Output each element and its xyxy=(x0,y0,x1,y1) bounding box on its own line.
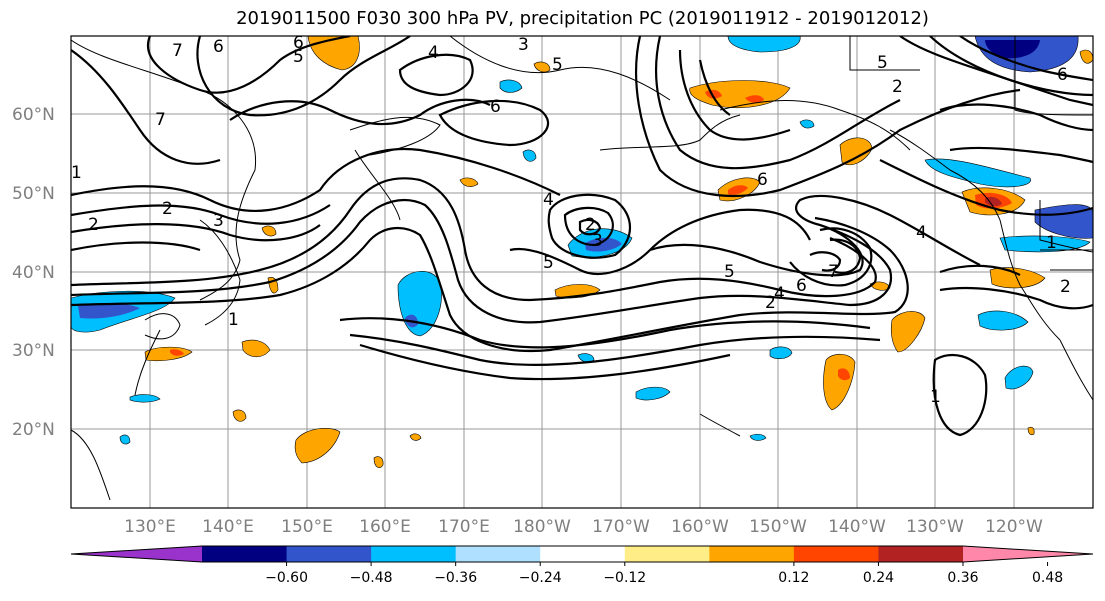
svg-text:1: 1 xyxy=(71,163,82,183)
colorbar-tick-label: −0.12 xyxy=(603,570,646,586)
svg-text:4: 4 xyxy=(774,284,785,304)
colorbar-ticks: −0.60 −0.48 −0.36 −0.24 −0.12 0.12 0.24 0.36 0.4… xyxy=(265,562,1063,586)
contour-labels: 7 6 6 5 4 3 5 6 7 2 1 2 3 1 4 2 3 5 6 4 … xyxy=(71,33,1071,407)
graticule xyxy=(71,36,1093,508)
svg-text:20°N: 20°N xyxy=(12,420,55,440)
colorbar-tick-label: 0.48 xyxy=(1032,570,1063,586)
colorbar-tick-label: −0.60 xyxy=(265,570,308,586)
svg-text:6: 6 xyxy=(796,276,807,296)
svg-text:6: 6 xyxy=(1057,65,1068,85)
svg-text:2: 2 xyxy=(765,293,776,313)
svg-text:130°W: 130°W xyxy=(906,517,964,537)
map-frame xyxy=(70,35,1094,509)
svg-text:3: 3 xyxy=(518,35,529,55)
svg-text:5: 5 xyxy=(877,53,888,73)
svg-text:3: 3 xyxy=(213,211,224,231)
coastlines xyxy=(71,36,1093,501)
colorbar-segment xyxy=(202,546,288,562)
svg-text:2: 2 xyxy=(892,77,903,97)
svg-text:40°N: 40°N xyxy=(12,263,55,283)
svg-text:4: 4 xyxy=(543,190,554,210)
svg-text:120°W: 120°W xyxy=(985,517,1043,537)
svg-text:4: 4 xyxy=(428,43,439,63)
svg-text:60°N: 60°N xyxy=(12,105,55,125)
svg-text:180°W: 180°W xyxy=(513,517,571,537)
svg-text:5: 5 xyxy=(724,262,735,282)
svg-text:1: 1 xyxy=(228,310,239,330)
svg-text:50°N: 50°N xyxy=(12,184,55,204)
svg-text:5: 5 xyxy=(552,55,563,75)
svg-text:6: 6 xyxy=(213,37,224,57)
colorbar xyxy=(70,545,1094,563)
colorbar-tick-label: −0.36 xyxy=(434,570,477,586)
colorbar-segment xyxy=(371,546,457,562)
svg-text:6: 6 xyxy=(757,170,768,190)
colorbar-outline xyxy=(70,545,1094,563)
colorbar-tick-label: 0.12 xyxy=(778,570,809,586)
colorbar-tick-label: −0.24 xyxy=(519,570,562,586)
svg-text:170°E: 170°E xyxy=(438,517,490,537)
svg-text:6: 6 xyxy=(490,97,501,117)
svg-text:7: 7 xyxy=(155,110,166,130)
svg-text:2: 2 xyxy=(88,215,99,235)
svg-text:1: 1 xyxy=(930,387,941,407)
colorbar-segment xyxy=(286,546,372,562)
colorbar-segment xyxy=(455,546,541,562)
colorbar-segment xyxy=(540,546,626,562)
svg-text:2: 2 xyxy=(162,199,173,219)
svg-text:1: 1 xyxy=(1046,233,1057,253)
colorbar-segment xyxy=(709,546,795,562)
colorbar-segment xyxy=(878,546,964,562)
svg-text:2: 2 xyxy=(1060,277,1071,297)
colorbar-extend-min xyxy=(71,546,202,562)
svg-text:5: 5 xyxy=(293,47,304,67)
svg-text:2: 2 xyxy=(585,215,596,235)
map-title: 2019011500 F030 300 hPa PV, precipitatio… xyxy=(236,8,929,29)
svg-text:7: 7 xyxy=(172,41,183,61)
colorbar-extend-max xyxy=(963,546,1093,562)
svg-text:150°E: 150°E xyxy=(281,517,333,537)
svg-text:160°W: 160°W xyxy=(671,517,729,537)
colorbar-tick-label: 0.24 xyxy=(863,570,894,586)
longitude-labels: 130°E 140°E 150°E 160°E 170°E 180°W 170°… xyxy=(124,517,1043,537)
svg-text:3: 3 xyxy=(592,231,603,251)
svg-text:170°W: 170°W xyxy=(592,517,650,537)
latitude-labels: 60°N 50°N 40°N 30°N 20°N xyxy=(12,105,55,440)
svg-text:7: 7 xyxy=(828,262,839,282)
svg-text:140°W: 140°W xyxy=(828,517,886,537)
svg-text:4: 4 xyxy=(916,223,927,243)
colorbar-segment xyxy=(793,546,879,562)
svg-text:140°E: 140°E xyxy=(202,517,254,537)
svg-text:160°E: 160°E xyxy=(359,517,411,537)
svg-text:130°E: 130°E xyxy=(124,517,176,537)
colorbar-tick-label: 0.36 xyxy=(947,570,978,586)
svg-text:6: 6 xyxy=(293,33,304,53)
pv-contours xyxy=(71,36,1093,437)
svg-text:5: 5 xyxy=(543,253,554,273)
svg-text:30°N: 30°N xyxy=(12,341,55,361)
colorbar-segment xyxy=(624,546,710,562)
svg-text:150°W: 150°W xyxy=(749,517,807,537)
colorbar-tick-label: −0.48 xyxy=(350,570,393,586)
